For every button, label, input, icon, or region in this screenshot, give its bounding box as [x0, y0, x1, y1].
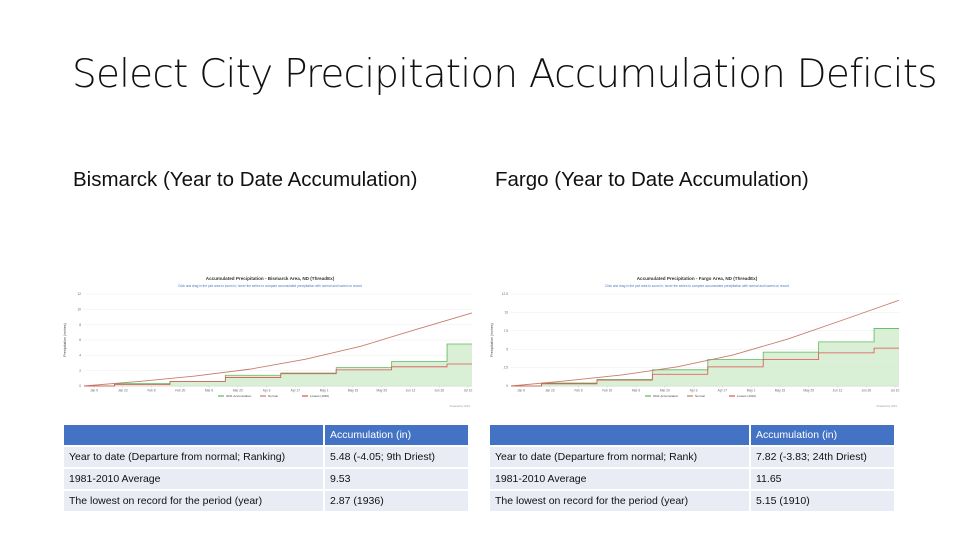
accumulation-area — [84, 343, 472, 386]
x-tick-label: Jan 23 — [545, 389, 555, 393]
x-tick-label: Feb 20 — [175, 389, 185, 393]
table-header-row: Accumulation (in) — [64, 425, 468, 445]
table-cell: Year to date (Departure from normal; Ran… — [64, 447, 323, 467]
table-cell: 1981-2010 Average — [64, 469, 323, 489]
table-header-cell: Accumulation (in) — [325, 425, 468, 445]
chart-title: Accumulated Precipitation - Fargo Area, … — [637, 276, 758, 281]
legend-label: Lowest (1910) — [737, 394, 756, 398]
y-axis-label: Precipitation (inches) — [490, 323, 494, 357]
fargo-chart-svg: Accumulated Precipitation - Fargo Area, … — [490, 276, 900, 408]
x-tick-label: Jul 10 — [891, 389, 900, 393]
chart-credit: Powered by ACIS — [450, 404, 471, 408]
x-tick-label: Jan 23 — [118, 389, 128, 393]
y-tick-label: 12.5 — [502, 292, 508, 296]
bismarck-chart-svg: Accumulated Precipitation - Bismarck Are… — [63, 276, 473, 408]
x-tick-label: May 1 — [320, 389, 329, 393]
x-tick-label: Mar 20 — [233, 389, 243, 393]
x-tick-label: May 15 — [348, 389, 359, 393]
table-cell: The lowest on record for the period (yea… — [490, 491, 749, 511]
fargo-chart[interactable]: Accumulated Precipitation - Fargo Area, … — [485, 270, 905, 412]
legend-label: 2021 Accumulation — [653, 394, 679, 398]
x-tick-label: May 29 — [803, 389, 814, 393]
legend-label: 2021 Accumulation — [226, 394, 252, 398]
x-tick-label: Mar 6 — [632, 389, 640, 393]
chart-credit: Powered by ACIS — [877, 404, 898, 408]
table-cell: 1981-2010 Average — [490, 469, 749, 489]
x-tick-label: Jan 9 — [90, 389, 98, 393]
chart-subtitle: Click and drag in the plot area to zoom … — [178, 284, 362, 288]
series-line — [83, 312, 473, 387]
table-cell: 2.87 (1936) — [325, 491, 468, 511]
table-cell: 5.15 (1910) — [751, 491, 894, 511]
series-line — [510, 299, 900, 387]
y-tick-label: 0 — [79, 384, 81, 388]
table-cell: The lowest on record for the period (yea… — [64, 491, 323, 511]
table-header-cell: Accumulation (in) — [751, 425, 894, 445]
x-tick-label: Feb 6 — [574, 389, 582, 393]
y-tick-label: 2.5 — [504, 366, 509, 370]
x-tick-label: Feb 20 — [602, 389, 612, 393]
x-tick-label: May 1 — [747, 389, 756, 393]
table-cell: 5.48 (-4.05; 9th Driest) — [325, 447, 468, 467]
bismarck-chart[interactable]: Accumulated Precipitation - Bismarck Are… — [58, 270, 478, 412]
legend-label: Normal — [695, 394, 705, 398]
x-tick-label: Jul 10 — [464, 389, 473, 393]
series-line — [84, 363, 472, 387]
y-tick-label: 2 — [79, 369, 81, 373]
y-tick-label: 10 — [77, 307, 81, 311]
x-tick-label: Jun 12 — [833, 389, 843, 393]
y-tick-label: 10 — [504, 311, 508, 315]
y-tick-label: 12 — [77, 292, 81, 296]
x-tick-label: Apr 3 — [690, 389, 698, 393]
fargo-accumulation-table: Accumulation (in) Year to date (Departur… — [488, 423, 896, 513]
y-tick-label: 8 — [79, 323, 81, 327]
table-row: The lowest on record for the period (yea… — [490, 491, 894, 511]
chart-title: Accumulated Precipitation - Bismarck Are… — [206, 276, 335, 281]
x-tick-label: Apr 3 — [263, 389, 271, 393]
series-line — [511, 347, 899, 387]
table-header-cell — [490, 425, 749, 445]
table-row: 1981-2010 Average 9.53 — [64, 469, 468, 489]
accumulation-area — [511, 328, 899, 386]
x-tick-label: Apr 17 — [291, 389, 301, 393]
x-tick-label: Apr 17 — [718, 389, 728, 393]
x-tick-label: Feb 6 — [147, 389, 155, 393]
y-tick-label: 6 — [79, 338, 81, 342]
bismarck-heading: Bismarck (Year to Date Accumulation) — [73, 168, 418, 191]
table-cell: 7.82 (-3.83; 24th Driest) — [751, 447, 894, 467]
table-cell: Year to date (Departure from normal; Ran… — [490, 447, 749, 467]
table-row: The lowest on record for the period (yea… — [64, 491, 468, 511]
bismarck-accumulation-table: Accumulation (in) Year to date (Departur… — [62, 423, 470, 513]
x-tick-label: Mar 20 — [660, 389, 670, 393]
table-header-cell — [64, 425, 323, 445]
table-cell: 9.53 — [325, 469, 468, 489]
table-row: Year to date (Departure from normal; Ran… — [64, 447, 468, 467]
chart-subtitle: Click and drag in the plot area to zoom … — [605, 284, 789, 288]
x-tick-label: Jun 26 — [434, 389, 444, 393]
x-tick-label: Mar 6 — [205, 389, 213, 393]
x-tick-label: May 15 — [775, 389, 786, 393]
y-axis-label: Precipitation (inches) — [63, 323, 67, 357]
x-tick-label: Jun 26 — [861, 389, 871, 393]
x-tick-label: Jun 12 — [406, 389, 416, 393]
y-tick-label: 0 — [506, 384, 508, 388]
table-row: 1981-2010 Average 11.65 — [490, 469, 894, 489]
y-tick-label: 5 — [506, 347, 508, 351]
table-cell: 11.65 — [751, 469, 894, 489]
table-row: Year to date (Departure from normal; Ran… — [490, 447, 894, 467]
table-header-row: Accumulation (in) — [490, 425, 894, 445]
x-tick-label: Jan 9 — [517, 389, 525, 393]
y-tick-label: 4 — [79, 353, 81, 357]
y-tick-label: 7.5 — [504, 329, 509, 333]
fargo-heading: Fargo (Year to Date Accumulation) — [495, 168, 809, 191]
legend-label: Lowest (1936) — [310, 394, 329, 398]
legend-label: Normal — [268, 394, 278, 398]
x-tick-label: May 29 — [376, 389, 387, 393]
series-line — [511, 328, 899, 387]
slide-title: Select City Precipitation Accumulation D… — [72, 52, 938, 97]
